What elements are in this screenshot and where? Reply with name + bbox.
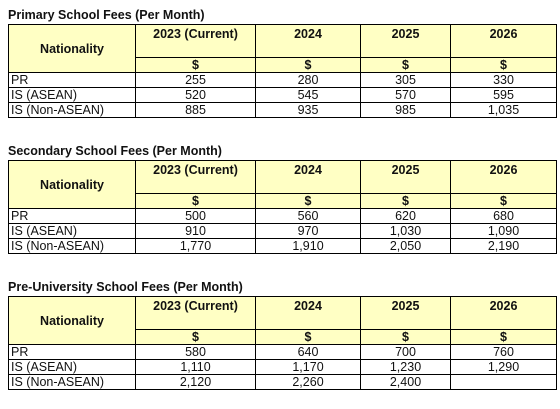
- fee-cell: 910: [135, 223, 256, 239]
- fee-cell: 2,260: [255, 374, 361, 390]
- fee-cell: 1,170: [255, 359, 361, 375]
- nationality-cell: IS (Non-ASEAN): [8, 102, 136, 118]
- nationality-cell: IS (Non-ASEAN): [8, 238, 136, 254]
- data-row: IS (Non-ASEAN) 2,120 2,260 2,400: [8, 374, 557, 390]
- fee-cell: 2,190: [450, 238, 557, 254]
- fee-cell: 595: [450, 87, 557, 103]
- data-row: IS (ASEAN) 910 970 1,030 1,090: [8, 223, 557, 239]
- nationality-cell: PR: [8, 72, 136, 88]
- section-title: Secondary School Fees (Per Month): [8, 144, 222, 158]
- fee-table: Nationality 2023 (Current) 2024 2025 2026 $ $ $…: [8, 296, 557, 390]
- data-row: IS (ASEAN) 520 545 570 595: [8, 87, 557, 103]
- fee-cell: 1,290: [450, 359, 557, 375]
- fee-cell: 580: [135, 344, 256, 360]
- fee-cell: 985: [360, 102, 451, 118]
- fee-cell: 1,110: [135, 359, 256, 375]
- nationality-header: Nationality: [8, 24, 136, 73]
- currency-header: $: [360, 193, 451, 209]
- nationality-header: Nationality: [8, 160, 136, 209]
- year-header: 2023 (Current): [135, 160, 256, 194]
- fee-cell: 620: [360, 208, 451, 224]
- data-row: PR 500 560 620 680: [8, 208, 557, 224]
- section-title: Primary School Fees (Per Month): [8, 8, 205, 22]
- fee-cell: 280: [255, 72, 361, 88]
- year-header: 2024: [255, 24, 361, 58]
- fee-cell: 1,770: [135, 238, 256, 254]
- fee-cell: 885: [135, 102, 256, 118]
- header-row: Nationality 2023 (Current) 2024 2025 2026: [8, 160, 557, 209]
- fee-table: Nationality 2023 (Current) 2024 2025 2026 $ $ $…: [8, 24, 557, 118]
- currency-header: $: [360, 329, 451, 345]
- currency-header: $: [135, 57, 256, 73]
- nationality-header: Nationality: [8, 296, 136, 345]
- currency-row: $ $ $ $: [9, 193, 557, 209]
- fee-cell: 570: [360, 87, 451, 103]
- fee-cell: 1,910: [255, 238, 361, 254]
- fee-cell: 2,400: [360, 374, 451, 390]
- fee-cell: 970: [255, 223, 361, 239]
- fee-cell: 1,035: [450, 102, 557, 118]
- fee-cell: 500: [135, 208, 256, 224]
- data-row: PR 255 280 305 330: [8, 72, 557, 88]
- section: Secondary School Fees (Per Month) Nationa…: [8, 142, 557, 254]
- nationality-cell: PR: [8, 208, 136, 224]
- fee-cell: 330: [450, 72, 557, 88]
- nationality-cell: IS (ASEAN): [8, 223, 136, 239]
- fee-cell: 680: [450, 208, 557, 224]
- year-header: 2026: [450, 160, 557, 194]
- fee-cell: 1,030: [360, 223, 451, 239]
- currency-row: $ $ $ $: [9, 329, 557, 345]
- fee-cell: [450, 374, 557, 390]
- year-header: 2023 (Current): [135, 24, 256, 58]
- year-header: 2024: [255, 160, 361, 194]
- year-header: 2023 (Current): [135, 296, 256, 330]
- year-header: 2025: [360, 160, 451, 194]
- nationality-cell: PR: [8, 344, 136, 360]
- fee-table: Nationality 2023 (Current) 2024 2025 2026 $ $ $…: [8, 160, 557, 254]
- currency-header: $: [360, 57, 451, 73]
- currency-header: $: [450, 329, 557, 345]
- currency-header: $: [255, 193, 361, 209]
- nationality-cell: IS (ASEAN): [8, 87, 136, 103]
- fee-cell: 700: [360, 344, 451, 360]
- fee-cell: 1,090: [450, 223, 557, 239]
- data-row: IS (ASEAN) 1,110 1,170 1,230 1,290: [8, 359, 557, 375]
- currency-header: $: [255, 329, 361, 345]
- year-header: 2025: [360, 296, 451, 330]
- fee-cell: 640: [255, 344, 361, 360]
- section: Pre-University School Fees (Per Month) Na…: [8, 278, 557, 390]
- year-header: 2024: [255, 296, 361, 330]
- currency-header: $: [135, 193, 256, 209]
- nationality-cell: IS (ASEAN): [8, 359, 136, 375]
- fee-cell: 760: [450, 344, 557, 360]
- currency-header: $: [450, 193, 557, 209]
- year-header: 2026: [450, 296, 557, 330]
- currency-header: $: [255, 57, 361, 73]
- fee-cell: 2,050: [360, 238, 451, 254]
- section-title: Pre-University School Fees (Per Month): [8, 280, 243, 294]
- year-header: 2025: [360, 24, 451, 58]
- year-header: 2026: [450, 24, 557, 58]
- header-row: Nationality 2023 (Current) 2024 2025 2026: [8, 296, 557, 345]
- fee-cell: 545: [255, 87, 361, 103]
- data-row: IS (Non-ASEAN) 885 935 985 1,035: [8, 102, 557, 118]
- currency-header: $: [135, 329, 256, 345]
- data-row: IS (Non-ASEAN) 1,770 1,910 2,050 2,190: [8, 238, 557, 254]
- currency-header: $: [450, 57, 557, 73]
- data-row: PR 580 640 700 760: [8, 344, 557, 360]
- nationality-cell: IS (Non-ASEAN): [8, 374, 136, 390]
- fee-cell: 935: [255, 102, 361, 118]
- fee-cell: 520: [135, 87, 256, 103]
- fee-cell: 560: [255, 208, 361, 224]
- fee-cell: 1,230: [360, 359, 451, 375]
- fee-cell: 305: [360, 72, 451, 88]
- fee-cell: 255: [135, 72, 256, 88]
- section: Primary School Fees (Per Month) Nationali…: [8, 6, 557, 118]
- header-row: Nationality 2023 (Current) 2024 2025 2026: [8, 24, 557, 73]
- fee-cell: 2,120: [135, 374, 256, 390]
